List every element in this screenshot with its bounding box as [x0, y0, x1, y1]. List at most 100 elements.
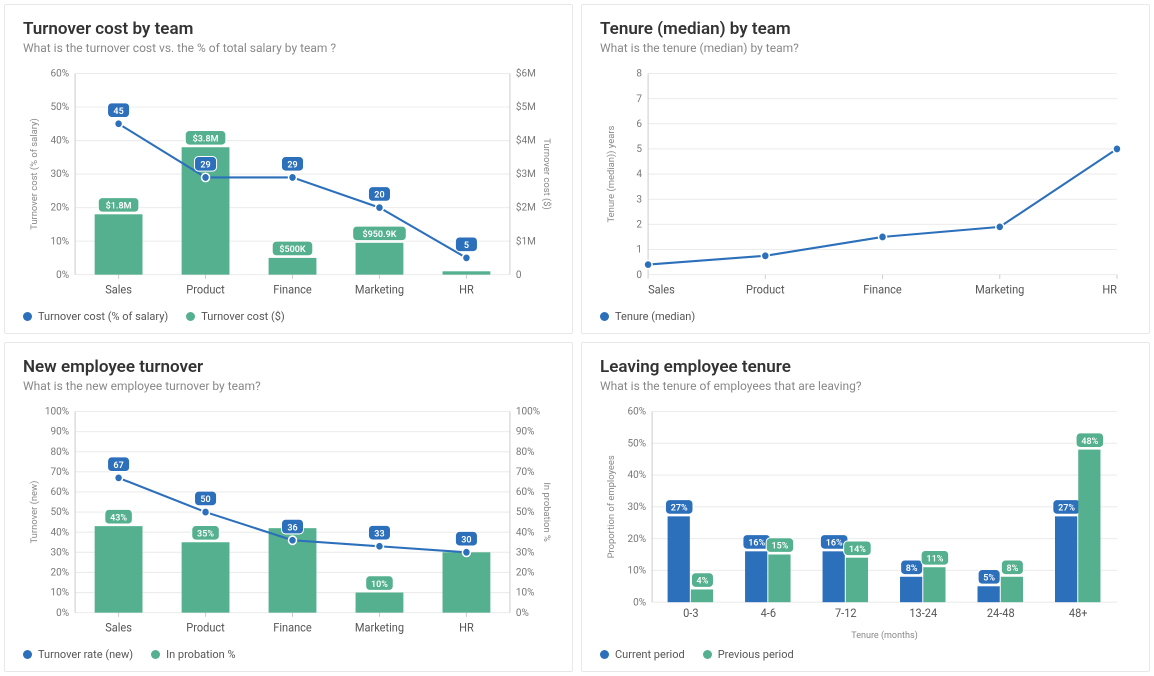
svg-text:HR: HR [459, 283, 474, 296]
svg-text:80%: 80% [50, 445, 69, 458]
svg-text:Sales: Sales [105, 283, 132, 296]
panel-title: New employee turnover [23, 357, 554, 377]
svg-text:2: 2 [636, 217, 642, 230]
panel-title: Tenure (median) by team [600, 19, 1131, 39]
svg-text:8: 8 [636, 66, 642, 79]
chart-new-employee[interactable]: 0%10%20%30%40%50%60%70%80%90%100%0%10%20… [23, 401, 554, 642]
svg-text:36: 36 [287, 522, 297, 533]
svg-text:10%: 10% [371, 579, 388, 590]
svg-text:$500K: $500K [279, 244, 305, 255]
svg-text:$950.9K: $950.9K [362, 229, 396, 240]
svg-text:5: 5 [464, 240, 469, 251]
svg-text:30%: 30% [50, 167, 69, 180]
svg-text:10%: 10% [50, 234, 69, 247]
legend-label: Turnover cost ($) [201, 310, 284, 323]
chart-tenure-median[interactable]: 012345678Tenure (median)) yearsSalesProd… [600, 63, 1131, 304]
svg-text:0%: 0% [56, 606, 69, 619]
svg-text:Sales: Sales [105, 621, 132, 634]
svg-text:50%: 50% [50, 100, 69, 113]
svg-text:30: 30 [461, 534, 471, 545]
svg-text:14%: 14% [849, 544, 866, 555]
svg-text:$3.8M: $3.8M [193, 133, 219, 144]
legend-item[interactable]: Previous period [703, 648, 794, 661]
dashboard-grid: Turnover cost by team What is the turnov… [0, 0, 1154, 676]
svg-text:Tenure (months): Tenure (months) [851, 630, 917, 641]
chart-leaving-tenure[interactable]: 0%10%20%30%40%50%60%Proportion of employ… [600, 401, 1131, 642]
legend-dot-icon [186, 312, 195, 321]
svg-text:43%: 43% [110, 512, 127, 523]
svg-text:HR: HR [459, 621, 474, 634]
legend-dot-icon [151, 650, 160, 659]
legend-label: Tenure (median) [615, 310, 695, 323]
svg-text:15%: 15% [771, 541, 788, 552]
svg-text:$1M: $1M [516, 234, 536, 247]
legend-item[interactable]: Tenure (median) [600, 310, 695, 323]
svg-text:$2M: $2M [516, 201, 536, 214]
legend-label: Current period [615, 648, 685, 661]
svg-text:40%: 40% [516, 525, 535, 538]
legend-label: In probation % [166, 648, 235, 661]
svg-text:30%: 30% [50, 545, 69, 558]
svg-text:27%: 27% [1058, 502, 1075, 513]
svg-text:20%: 20% [50, 565, 69, 578]
svg-text:50%: 50% [516, 505, 535, 518]
svg-text:0%: 0% [56, 268, 69, 281]
legend-dot-icon [23, 312, 32, 321]
svg-text:$3M: $3M [516, 167, 536, 180]
svg-text:Sales: Sales [648, 283, 675, 296]
svg-text:4-6: 4-6 [761, 607, 776, 620]
svg-text:0%: 0% [516, 606, 529, 619]
svg-text:29: 29 [287, 159, 297, 170]
svg-text:20: 20 [374, 189, 384, 200]
svg-text:10%: 10% [516, 585, 535, 598]
svg-text:7: 7 [636, 92, 642, 105]
svg-text:Product: Product [746, 283, 785, 296]
svg-text:0: 0 [516, 268, 522, 281]
svg-text:29: 29 [200, 159, 210, 170]
svg-text:48%: 48% [1081, 436, 1098, 447]
svg-text:67: 67 [113, 460, 123, 471]
svg-text:20%: 20% [516, 565, 535, 578]
chart-turnover-cost[interactable]: 0%10%20%30%40%50%60%0$1M$2M$3M$4M$5M$6MT… [23, 63, 554, 304]
svg-text:100%: 100% [516, 404, 541, 417]
legend-label: Turnover rate (new) [38, 648, 133, 661]
legend-item[interactable]: Turnover cost (% of salary) [23, 310, 168, 323]
legend-item[interactable]: Turnover rate (new) [23, 648, 133, 661]
svg-text:10%: 10% [50, 585, 69, 598]
panel-subtitle: What is the turnover cost vs. the % of t… [23, 41, 554, 55]
svg-text:5: 5 [636, 142, 642, 155]
svg-text:90%: 90% [50, 425, 69, 438]
legend-item[interactable]: Current period [600, 648, 685, 661]
svg-text:80%: 80% [516, 445, 535, 458]
svg-text:24-48: 24-48 [987, 607, 1015, 620]
svg-text:Product: Product [186, 283, 225, 296]
svg-text:60%: 60% [516, 485, 535, 498]
svg-text:0-3: 0-3 [683, 607, 698, 620]
svg-text:$6M: $6M [516, 66, 536, 79]
svg-text:7-12: 7-12 [835, 607, 857, 620]
svg-text:45: 45 [113, 106, 123, 117]
legend-dot-icon [23, 650, 32, 659]
svg-text:40%: 40% [627, 468, 646, 481]
svg-text:Turnover (new): Turnover (new) [29, 481, 40, 544]
panel-turnover-cost: Turnover cost by team What is the turnov… [4, 4, 573, 334]
svg-text:Marketing: Marketing [975, 283, 1024, 296]
svg-text:$1.8M: $1.8M [106, 200, 132, 211]
legend: Turnover cost (% of salary) Turnover cost… [23, 310, 554, 323]
svg-text:$4M: $4M [516, 133, 536, 146]
svg-text:60%: 60% [50, 66, 69, 79]
legend-item[interactable]: In probation % [151, 648, 235, 661]
svg-text:0: 0 [636, 268, 642, 281]
svg-text:5%: 5% [983, 572, 995, 583]
svg-text:Finance: Finance [863, 283, 902, 296]
panel-title: Leaving employee tenure [600, 357, 1131, 377]
svg-text:Turnover cost ($): Turnover cost ($) [541, 138, 552, 210]
svg-text:20%: 20% [627, 532, 646, 545]
svg-text:40%: 40% [50, 133, 69, 146]
panel-leaving-tenure: Leaving employee tenure What is the tenu… [581, 342, 1150, 672]
svg-text:60%: 60% [627, 404, 646, 417]
svg-text:0%: 0% [633, 595, 646, 608]
svg-text:30%: 30% [516, 545, 535, 558]
panel-tenure-median: Tenure (median) by team What is the tenu… [581, 4, 1150, 334]
legend-item[interactable]: Turnover cost ($) [186, 310, 284, 323]
